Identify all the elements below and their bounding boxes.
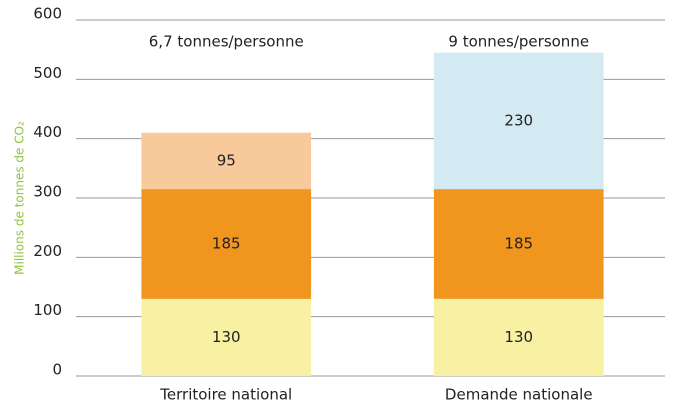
value-label: 185 <box>212 234 241 252</box>
value-label: 130 <box>504 328 533 346</box>
bar-segment <box>141 298 312 376</box>
value-label: 130 <box>212 328 241 346</box>
y-tick-label: 200 <box>33 242 62 260</box>
y-tick-label: 100 <box>33 301 62 319</box>
y-tick-label: 0 <box>52 361 62 379</box>
bar-segment <box>433 298 604 376</box>
value-label: 230 <box>504 111 533 129</box>
bar-segment <box>433 189 604 299</box>
bar-segment <box>433 52 604 190</box>
bar-segment <box>141 132 312 190</box>
x-tick-label: Demande nationale <box>445 386 593 404</box>
x-tick-label: Territoire national <box>159 386 292 404</box>
y-tick-label: 500 <box>33 64 62 82</box>
value-label: 95 <box>217 151 236 169</box>
bar-segment <box>141 189 312 299</box>
y-tick-label: 400 <box>33 123 62 141</box>
annotation: 6,7 tonnes/personne <box>149 33 304 51</box>
y-axis-label: Millions de tonnes de CO₂ <box>13 121 27 275</box>
y-tick-label: 600 <box>33 5 62 23</box>
value-label: 185 <box>504 234 533 252</box>
y-tick-label: 300 <box>33 183 62 201</box>
annotation: 9 tonnes/personne <box>448 33 589 51</box>
